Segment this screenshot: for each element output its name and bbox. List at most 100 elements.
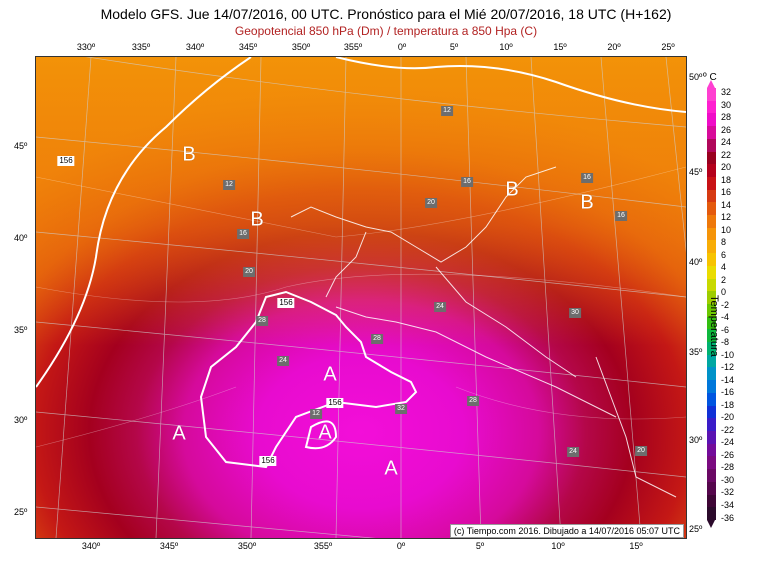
colorbar-cell	[707, 215, 716, 228]
isotherm-label: 12	[441, 106, 453, 116]
geopotential-label: 156	[57, 156, 75, 166]
colorbar-tick-label: 24	[721, 137, 732, 148]
colorbar-cell	[707, 113, 716, 127]
colorbar-unit: º C	[703, 72, 717, 83]
low-pressure-label: B	[250, 208, 264, 231]
isotherm-label: 16	[581, 173, 593, 183]
colorbar-cell	[707, 100, 716, 114]
geopotential-label: 156	[277, 298, 295, 308]
lon-label: 10º	[551, 541, 565, 551]
lon-label: 0º	[396, 541, 406, 551]
lon-label: 335º	[131, 42, 151, 52]
colorbar-cell	[707, 430, 716, 444]
colorbar-tick-label: -6	[721, 324, 730, 335]
isotherm-label: 20	[635, 446, 647, 456]
colorbar-tick-label: 0	[721, 287, 727, 298]
isotherm-label: 16	[615, 211, 627, 221]
colorbar-tick-label: 12	[721, 212, 732, 223]
isotherm-label: 20	[243, 267, 255, 277]
lon-label: 355º	[313, 541, 333, 551]
lat-label: 30º	[14, 415, 28, 425]
colorbar-cell	[707, 291, 716, 304]
colorbar-tick-label: 26	[721, 124, 732, 135]
isotherm-label: 24	[567, 447, 579, 457]
colorbar-cell	[707, 354, 716, 368]
colorbar-tick-label: -4	[721, 312, 730, 323]
colorbar-cell	[707, 469, 716, 482]
isotherm-label: 32	[395, 404, 407, 414]
lon-label: 340º	[185, 42, 205, 52]
geopotential-label: 156	[259, 456, 277, 466]
colorbar-cell	[707, 481, 716, 495]
colorbar-tick-label: 8	[721, 237, 727, 248]
high-pressure-label: A	[318, 421, 332, 444]
colorbar-cell	[707, 456, 716, 470]
colorbar-cell	[707, 494, 716, 508]
lat-label: 35º	[689, 347, 703, 357]
lon-label: 350º	[237, 541, 257, 551]
colorbar-cell	[707, 303, 716, 317]
lat-label: 45º	[14, 141, 28, 151]
colorbar-tick-label: 10	[721, 224, 732, 235]
colorbar-tick-label: -8	[721, 337, 730, 348]
colorbar-tick-label: -22	[721, 424, 735, 435]
isotherm-label: 30	[569, 308, 581, 318]
chart-title: Modelo GFS. Jue 14/07/2016, 00 UTC. Pron…	[100, 6, 672, 22]
colorbar-tick-label: -20	[721, 412, 735, 423]
colorbar-cell	[707, 342, 716, 355]
high-pressure-label: A	[172, 422, 186, 445]
isotherm-label: 28	[467, 396, 479, 406]
lon-label: 5º	[475, 541, 485, 551]
colorbar-cell	[707, 189, 716, 203]
copyright-notice: (c) Tiempo.com 2016. Dibujado a 14/07/20…	[449, 524, 684, 538]
colorbar-tick-label: -2	[721, 299, 730, 310]
colorbar-tick-label: 16	[721, 187, 732, 198]
colorbar-tick-label: -16	[721, 387, 735, 398]
colorbar-cell	[707, 151, 716, 165]
colorbar-tick-label: 30	[721, 99, 732, 110]
colorbar-tick-label: -12	[721, 362, 735, 373]
colorbar-cell	[707, 392, 716, 406]
colorbar-cell	[707, 265, 716, 279]
colorbar-tick-label: 28	[721, 112, 732, 123]
colorbar-cell	[707, 126, 716, 139]
colorbar-title: Temperatura	[708, 295, 720, 357]
colorbar-tick-label: 4	[721, 262, 727, 273]
colorbar-cell	[707, 278, 716, 292]
lon-label: 345º	[159, 541, 179, 551]
colorbar-cell	[707, 240, 716, 254]
colorbar-cell	[707, 507, 716, 520]
colorbar-tick-label: -18	[721, 399, 735, 410]
lon-label: 15º	[629, 541, 643, 551]
chart-subtitle: Geopotencial 850 hPa (Dm) / temperatura …	[234, 24, 538, 38]
geopotential-label: 156	[326, 398, 344, 408]
colorbar-cell	[707, 202, 716, 216]
lon-label: 25º	[661, 42, 675, 52]
low-pressure-label: B	[182, 143, 196, 166]
high-pressure-label: A	[384, 457, 398, 480]
colorbar-cell	[707, 329, 716, 343]
low-pressure-label: B	[580, 191, 594, 214]
colorbar-cell	[707, 164, 716, 177]
colorbar-tick-label: -36	[721, 512, 735, 523]
colorbar-tick-label: 22	[721, 149, 732, 160]
lat-label: 25º	[689, 524, 703, 534]
isotherm-label: 12	[310, 409, 322, 419]
colorbar-cell	[707, 88, 716, 101]
colorbar-tick-label: 6	[721, 249, 727, 260]
isotherm-label: 20	[425, 198, 437, 208]
isotherm-label: 16	[237, 229, 249, 239]
isotherm-label: 16	[461, 177, 473, 187]
temperature-field	[36, 57, 686, 538]
lon-label: 0º	[397, 42, 407, 52]
colorbar-cell	[707, 316, 716, 330]
colorbar-tick-label: 18	[721, 174, 732, 185]
lat-label: 30º	[689, 435, 703, 445]
colorbar-cell	[707, 227, 716, 241]
lat-label: 50º	[689, 72, 703, 82]
lat-label: 35º	[14, 325, 28, 335]
colorbar-cell	[707, 405, 716, 419]
lat-label: 40º	[689, 257, 703, 267]
isotherm-label: 12	[223, 180, 235, 190]
colorbar-tick-label: -34	[721, 500, 735, 510]
